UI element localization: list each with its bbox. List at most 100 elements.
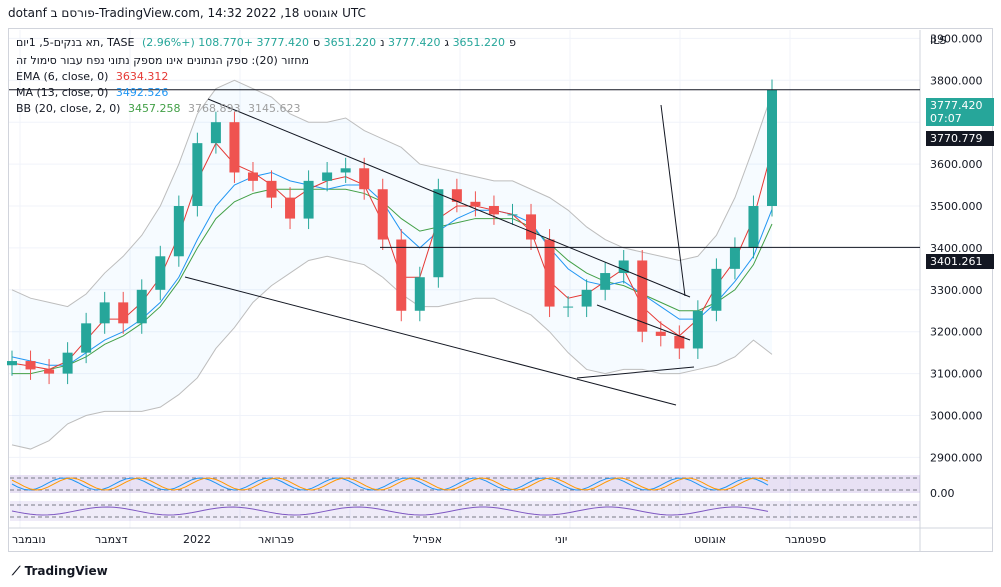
candle-body xyxy=(526,214,537,240)
legend-close: 3777.420 xyxy=(256,36,309,49)
candle-body xyxy=(767,89,777,206)
legend-bb-value: 3457.258 xyxy=(127,102,181,115)
candle-body xyxy=(136,289,147,324)
candle-body xyxy=(322,172,333,181)
legend-high-label: ג xyxy=(444,36,450,49)
candle-body xyxy=(62,352,73,374)
trendline-wedge-top xyxy=(596,304,691,341)
time-tick-label: נובמבר xyxy=(12,533,46,546)
candle-body xyxy=(581,289,592,307)
legend-close-label: ס xyxy=(312,36,321,49)
legend-ema: EMA (6, close, 0) 3634.312 xyxy=(16,70,168,83)
price-tick-label: 2900.000 xyxy=(930,451,983,464)
level-label-1: 3770.779 xyxy=(926,131,994,146)
legend-open-label: פ xyxy=(509,36,516,49)
level-2-value: 3401.261 xyxy=(930,255,983,268)
legend-ma-label: MA (13, close, 0) xyxy=(16,86,109,99)
publish-title: dotanf פורסם ב-TradingView.com, 14:32 20… xyxy=(8,6,366,20)
legend-ema-value: 3634.312 xyxy=(115,70,169,83)
price-tick-label: 3600.000 xyxy=(930,158,983,171)
legend-bb: BB (20, close, 2, 0) 3457.258 3768.893 3… xyxy=(16,102,300,115)
price-tick-label: 3400.000 xyxy=(930,242,983,255)
tv-icon: ⟋ xyxy=(12,564,25,578)
candle-body xyxy=(285,197,296,219)
osc2-band xyxy=(10,501,920,521)
candle-body xyxy=(377,189,388,240)
osc1-k-line xyxy=(11,477,769,491)
candle-body xyxy=(618,260,629,274)
time-tick-label: ספטמבר xyxy=(785,533,826,546)
legend-ma-value: 3492.526 xyxy=(115,86,169,99)
candle-body xyxy=(451,189,462,202)
candle-body xyxy=(600,273,611,290)
candle-body xyxy=(637,260,648,332)
price-tick-label: 3200.000 xyxy=(930,326,983,339)
trendline-wedge-bottom xyxy=(576,366,695,379)
candle-body xyxy=(748,206,759,248)
footer: ⟋ TradingView xyxy=(0,556,1001,587)
legend-symbol-row: תא בנקים-5, 1יום, TASE פ3651.220 ג3777.4… xyxy=(16,36,516,49)
legend-high: 3777.420 xyxy=(388,36,441,49)
level-1-value: 3770.779 xyxy=(930,132,983,145)
candle-body xyxy=(266,180,277,198)
time-tick-label: אפריל xyxy=(413,533,442,546)
legend-bb-lower-value: 3145.623 xyxy=(247,102,301,115)
candle-body xyxy=(507,214,518,216)
candle-body xyxy=(99,302,110,324)
price-tick-label: 3300.000 xyxy=(930,284,983,297)
legend-volume: מחזור (20): ספק הנתונים אינו מספק נתוני … xyxy=(16,54,309,67)
trendline-target xyxy=(660,104,686,297)
price-tick-label: 3000.000 xyxy=(930,410,983,423)
candle-body xyxy=(488,206,499,215)
candle-body xyxy=(173,206,184,257)
legend-symbol: תא בנקים-5, 1יום, TASE xyxy=(16,36,135,49)
candle-body xyxy=(396,239,407,311)
candle-body xyxy=(414,277,425,311)
time-tick-label: יוני xyxy=(555,533,567,546)
candle-body xyxy=(229,122,240,173)
header: dotanf פורסם ב-TradingView.com, 14:32 20… xyxy=(0,0,1001,28)
candle-body xyxy=(563,306,574,308)
candle-body xyxy=(340,168,351,173)
candle-body xyxy=(155,256,166,290)
price-tick-label: 3100.000 xyxy=(930,368,983,381)
price-tick-label: 3500.000 xyxy=(930,200,983,213)
candle-body xyxy=(81,323,92,353)
level-label-2: 3401.261 xyxy=(926,254,994,269)
legend-low-label: נ xyxy=(380,36,385,49)
brand-name: TradingView xyxy=(24,564,108,578)
candle-body xyxy=(433,189,444,278)
tradingview-logo: ⟋ TradingView xyxy=(12,564,108,579)
last-price-label: 3777.420 07:07 xyxy=(926,98,994,126)
candle-body xyxy=(729,247,740,269)
candle-body xyxy=(118,302,129,324)
osc1-d-line xyxy=(11,477,769,491)
legend-change: +108.770 (+2.96%) xyxy=(141,36,253,49)
candle-body xyxy=(544,239,555,307)
bb-fill xyxy=(12,80,772,450)
legend-low: 3651.220 xyxy=(323,36,377,49)
osc2-line xyxy=(11,506,769,516)
candle-body xyxy=(210,122,221,144)
osc-tick-label: 0.00 xyxy=(930,487,955,500)
legend-volume-note: מחזור (20): ספק הנתונים אינו מספק נתוני … xyxy=(16,54,309,67)
legend-open: 3651.220 xyxy=(452,36,506,49)
legend-bb-label: BB (20, close, 2, 0) xyxy=(16,102,121,115)
last-price-value: 3777.420 xyxy=(930,99,983,112)
trendline-lower xyxy=(184,276,677,406)
candle-body xyxy=(192,143,203,206)
candle-body xyxy=(655,331,666,336)
price-tick-label: 3800.000 xyxy=(930,74,983,87)
candle-body xyxy=(25,361,36,370)
candle-body xyxy=(247,172,258,181)
candle-body xyxy=(303,180,314,219)
time-tick-label: 2022 xyxy=(183,533,211,546)
legend-ma: MA (13, close, 0) 3492.526 xyxy=(16,86,168,99)
candle-body xyxy=(359,168,370,190)
time-tick-label: פברואר xyxy=(258,533,294,546)
candle-body xyxy=(711,268,722,311)
candle-body xyxy=(674,335,685,349)
legend-bb-upper-value: 3768.893 xyxy=(187,102,241,115)
bb-lower-line xyxy=(11,255,773,450)
